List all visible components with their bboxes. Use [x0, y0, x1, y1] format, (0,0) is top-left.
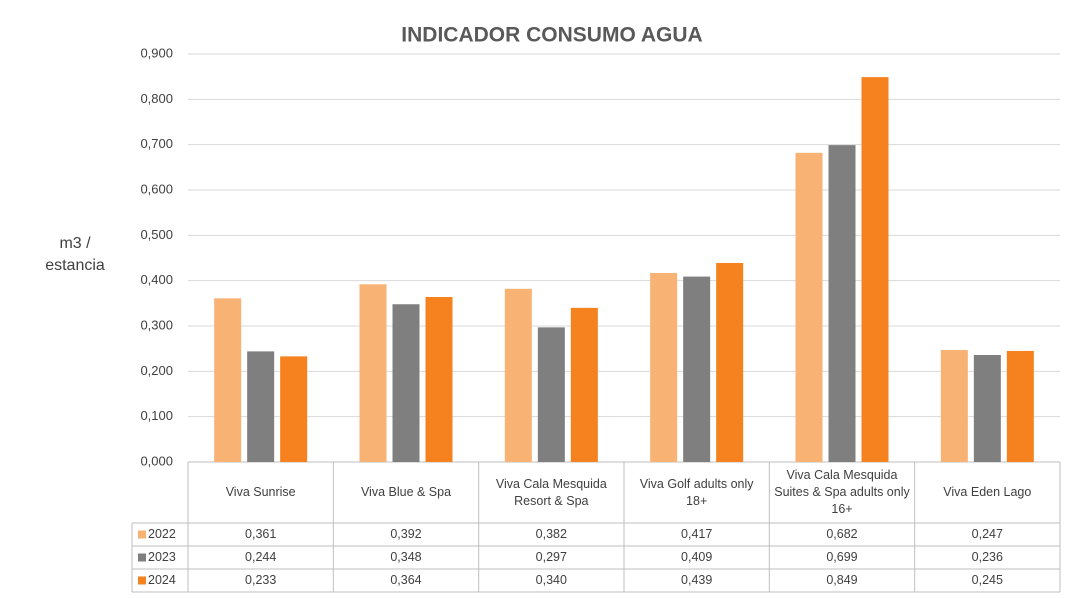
y-tick-label: 0,000	[140, 453, 173, 468]
data-table-value: 0,361	[245, 527, 277, 542]
bar	[392, 304, 420, 462]
legend-label: 2024	[148, 573, 176, 588]
y-tick-label: 0,300	[140, 317, 173, 332]
y-tick-label: 0,700	[140, 136, 173, 151]
bar	[650, 272, 678, 462]
data-table-value: 0,849	[826, 573, 858, 588]
bar	[795, 152, 823, 462]
category-label: Viva Cala Mesquida Resort & Spa	[495, 476, 607, 508]
data-table-value: 0,236	[971, 550, 1003, 565]
data-table-value: 0,244	[245, 550, 277, 565]
bar	[504, 288, 532, 462]
legend-label: 2022	[148, 527, 176, 542]
y-tick-label: 0,100	[140, 408, 173, 423]
data-table-value: 0,417	[681, 527, 713, 542]
legend-key	[138, 530, 146, 539]
y-tick-label: 0,500	[140, 227, 173, 242]
category-label: Viva Sunrise	[225, 485, 296, 500]
bar	[247, 351, 275, 462]
data-table-value: 0,382	[535, 527, 567, 542]
y-tick-label: 0,900	[140, 45, 173, 60]
data-table-value: 0,245	[971, 573, 1003, 588]
bar	[537, 327, 565, 462]
y-axis-label: m3 / estancia	[45, 235, 105, 274]
bar	[940, 350, 968, 462]
data-table-value: 0,409	[681, 550, 713, 565]
data-table-value: 0,247	[971, 527, 1003, 542]
bar	[280, 356, 308, 462]
bar	[1006, 350, 1034, 462]
bar	[359, 284, 387, 462]
y-tick-label: 0,600	[140, 181, 173, 196]
data-table-value: 0,340	[535, 573, 567, 588]
bar	[214, 298, 242, 462]
data-table-value: 0,699	[826, 550, 858, 565]
y-tick-label: 0,200	[140, 363, 173, 378]
category-label: Viva Cala Mesquida Suites & Spa adults o…	[774, 468, 910, 516]
category-label: Viva Golf adults only 18+	[639, 476, 754, 508]
data-table-value: 0,682	[826, 527, 858, 542]
category-label: Viva Blue & Spa	[360, 485, 452, 500]
legend-label: 2023	[148, 550, 176, 565]
data-table-value: 0,233	[245, 573, 277, 588]
bar	[425, 296, 453, 462]
bar	[683, 276, 711, 462]
y-tick-label: 0,800	[140, 91, 173, 106]
data-table-value: 0,364	[390, 573, 422, 588]
data-table-value: 0,392	[390, 527, 422, 542]
legend-key	[138, 576, 146, 585]
data-table-value: 0,348	[390, 550, 422, 565]
data-table-value: 0,297	[535, 550, 567, 565]
bar	[973, 355, 1001, 462]
bar	[570, 307, 598, 462]
category-label: Viva Eden Lago	[943, 485, 1032, 500]
y-tick-label: 0,400	[140, 272, 173, 287]
bar	[861, 77, 889, 463]
data-table-value: 0,439	[681, 573, 713, 588]
bar	[828, 145, 856, 462]
legend-key	[138, 553, 146, 562]
bar	[716, 262, 744, 462]
chart-title: INDICADOR CONSUMO AGUA	[401, 24, 702, 47]
